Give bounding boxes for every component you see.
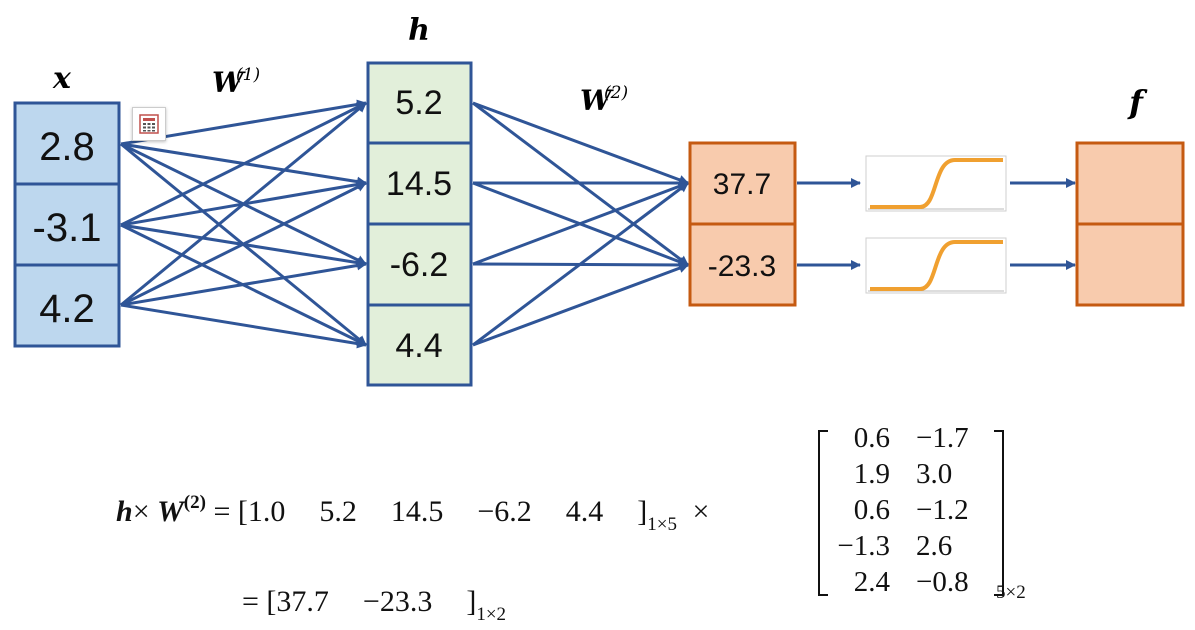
svg-text:(2): (2) (604, 83, 628, 103)
edge-x2-h1 (120, 181, 367, 307)
x-cell-2 (13, 263, 121, 348)
row-value: 5.2 (319, 495, 357, 528)
eq-row-close: ] (637, 495, 648, 528)
result-value: 37.7 (276, 585, 329, 618)
svg-text:(1): (1) (236, 65, 260, 85)
x-cell-1 (13, 182, 121, 267)
edge-x2-h3 (120, 303, 367, 349)
sigmoid-curve-1 (870, 240, 1003, 291)
x-label: x (52, 61, 72, 96)
h-value-3: 4.4 (395, 327, 442, 365)
eq-result-close: ] (466, 585, 477, 618)
eq-mult: × (692, 495, 710, 528)
weight-matrix: 0.6 −1.7 1.9 3.0 0.6 −1.2 −1.3 2.6 2.4 −0.8 (818, 420, 1004, 602)
f-vector (1075, 141, 1185, 307)
out-value-0: 37.7 (713, 168, 771, 201)
network-diagram: 2.8 -3.1 4.2 5.2 14.5 -6.2 4.4 37.7 -23.… (13, 13, 1185, 387)
eq-equals: = (213, 495, 231, 528)
f-cell-1 (1075, 222, 1185, 307)
x-value-0: 2.8 (39, 125, 95, 169)
edge-h3-o0 (472, 181, 689, 347)
output-vector: 37.7 -23.3 (688, 141, 797, 307)
sigmoid-plot-1 (865, 237, 1007, 294)
row-value: 14.5 (390, 495, 444, 528)
eq-row-open: [ (237, 495, 248, 528)
row-value: −6.2 (477, 495, 532, 528)
h-cell-0 (366, 61, 473, 145)
svg-text:W: W (580, 84, 614, 117)
edge-h3-o1 (472, 263, 689, 347)
calculator-icon[interactable] (132, 107, 166, 141)
x-value-2: 4.2 (39, 287, 95, 331)
sigmoid-curve-0 (870, 158, 1003, 209)
h-label: h (408, 13, 430, 48)
row-value: 1.0 (247, 495, 286, 528)
h-cell-1 (366, 141, 473, 226)
matrix-bracket-right (994, 430, 1004, 596)
eq-result-open: [ (266, 585, 277, 618)
eq-times: × (132, 495, 150, 528)
f-cell-0 (1075, 141, 1185, 226)
edge-h0-o0 (472, 101, 689, 185)
h-value-0: 5.2 (395, 84, 442, 122)
svg-text:W: W (212, 66, 246, 99)
eq-result-sub: 1×2 (476, 604, 507, 625)
equation-line-2: = [37.7 −23.3]1×2 (242, 585, 506, 626)
out-value-1: -23.3 (708, 250, 776, 283)
f-label: f (1127, 83, 1148, 121)
edge-x2-h2 (120, 260, 367, 307)
w2-label: W (2) (580, 83, 628, 117)
connection-edges (120, 99, 689, 349)
matrix-bracket-left (818, 430, 828, 596)
equation-line-1: h× W(2) = [1.0 5.2 14.5 −6.2 4.4]1×5 × (116, 492, 709, 536)
x-vector: 2.8 -3.1 4.2 (13, 101, 121, 348)
eq-w: W (157, 495, 184, 528)
out-cell-1 (688, 222, 797, 307)
h-vector: 5.2 14.5 -6.2 4.4 (366, 61, 473, 387)
h-value-1: 14.5 (386, 165, 452, 203)
edge-x1-h0 (120, 101, 367, 227)
edge-x2-h0 (120, 101, 367, 307)
eq-result-equals: = (242, 585, 259, 618)
eq-w-sup: (2) (183, 492, 206, 513)
sigmoid-plot-0 (865, 155, 1007, 212)
result-value: −23.3 (362, 585, 433, 618)
w1-label: W (1) (212, 65, 260, 99)
x-value-1: -3.1 (33, 206, 102, 250)
out-cell-0 (688, 141, 797, 226)
h-cell-3 (366, 303, 473, 387)
matrix-subscript: 5×2 (996, 582, 1026, 603)
h-value-2: -6.2 (390, 246, 449, 284)
eq-h: h (116, 495, 133, 528)
row-value: 4.4 (565, 495, 604, 528)
eq-row-sub: 1×5 (647, 514, 678, 535)
edge-h2-o0 (472, 181, 689, 266)
